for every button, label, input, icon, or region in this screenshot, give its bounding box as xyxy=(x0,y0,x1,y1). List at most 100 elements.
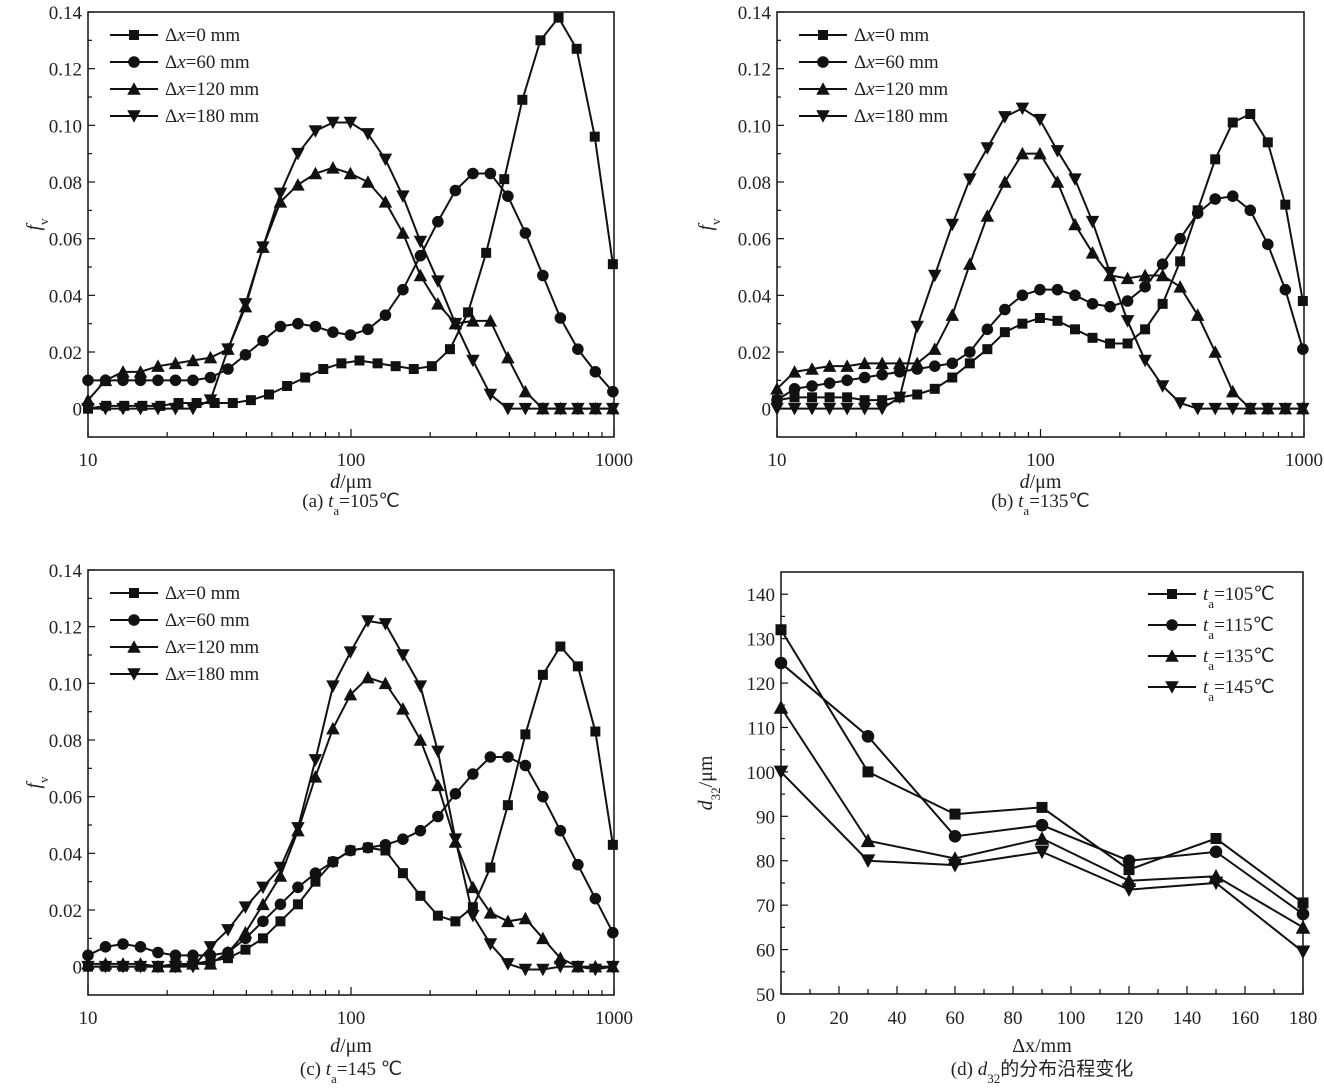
data-point xyxy=(483,938,498,951)
data-point xyxy=(449,184,462,197)
y-tick-label: 0.14 xyxy=(49,561,83,582)
data-point xyxy=(875,402,889,416)
legend-marker xyxy=(817,56,829,68)
y-tick-label: 0.10 xyxy=(49,674,82,695)
data-point xyxy=(1209,845,1223,859)
data-point xyxy=(1139,281,1151,293)
data-point xyxy=(263,389,274,400)
data-point xyxy=(116,402,130,416)
y-tick-label: 0.06 xyxy=(49,788,82,809)
data-point xyxy=(1069,324,1080,335)
data-point xyxy=(81,402,95,416)
data-point xyxy=(1244,204,1257,217)
data-point xyxy=(840,359,854,372)
data-point xyxy=(1262,137,1273,148)
y-tick-label: 110 xyxy=(747,718,775,739)
data-point xyxy=(221,343,235,356)
data-point xyxy=(1034,845,1050,860)
y-tick-label: 120 xyxy=(747,674,776,695)
data-point xyxy=(805,362,819,375)
data-point xyxy=(273,869,288,882)
y-tick-label: 0.14 xyxy=(49,3,83,24)
data-point xyxy=(501,914,515,928)
legend-label: Δx=120 mm xyxy=(165,637,259,658)
data-point xyxy=(1155,380,1170,393)
data-point xyxy=(788,383,801,395)
data-point xyxy=(466,880,480,894)
data-point xyxy=(1050,175,1065,188)
data-point xyxy=(1208,345,1222,358)
data-point xyxy=(414,824,427,837)
data-point xyxy=(361,615,375,628)
data-point xyxy=(1191,207,1204,219)
series-line xyxy=(88,676,613,968)
y-tick-label: 0.02 xyxy=(49,343,82,364)
legend-label: Δx=60 mm xyxy=(854,52,939,73)
x-tick-label: 1000 xyxy=(1285,450,1323,471)
legend-label: ta=145℃ xyxy=(1203,677,1275,704)
data-point xyxy=(336,358,347,369)
series-triangle-down xyxy=(81,116,620,416)
data-point xyxy=(133,365,148,378)
legend: ta=105℃ ta=115℃ ta=135℃ ta=145℃ xyxy=(1148,584,1275,704)
data-point xyxy=(378,676,393,690)
legend-item: Δx=180 mm xyxy=(799,106,948,127)
data-point xyxy=(82,374,94,387)
y-tick-label: 60 xyxy=(756,941,775,962)
data-point xyxy=(326,116,340,130)
legend-marker xyxy=(129,30,139,40)
data-point xyxy=(448,317,463,331)
legend-label: Δx=180 mm xyxy=(165,106,259,127)
data-point xyxy=(571,960,585,974)
data-point xyxy=(822,359,837,372)
series-line xyxy=(780,771,1304,953)
data-point xyxy=(1122,854,1136,868)
data-point xyxy=(431,745,445,759)
data-point xyxy=(1225,402,1240,416)
data-point xyxy=(273,187,288,201)
data-point xyxy=(535,35,546,46)
data-point xyxy=(823,377,836,389)
data-point xyxy=(413,268,428,282)
y-tick-label: 140 xyxy=(747,585,776,606)
data-point xyxy=(431,778,445,792)
data-point xyxy=(502,190,514,202)
data-point xyxy=(805,402,819,416)
data-point xyxy=(245,395,256,406)
data-point xyxy=(151,960,165,974)
series-line xyxy=(87,15,614,410)
y-tick-label: 0.12 xyxy=(49,60,82,81)
data-point xyxy=(1295,920,1311,934)
data-point xyxy=(361,128,375,141)
data-point xyxy=(361,175,375,188)
data-point xyxy=(431,297,445,310)
data-point xyxy=(326,721,340,735)
data-point xyxy=(209,398,220,408)
data-point xyxy=(1034,313,1045,323)
data-point xyxy=(432,810,444,823)
data-point xyxy=(1050,145,1065,158)
data-point xyxy=(770,402,784,416)
data-point xyxy=(963,257,977,270)
data-point xyxy=(256,897,270,911)
legend-label: Δx=0 mm xyxy=(854,25,929,46)
data-point xyxy=(343,116,358,130)
data-point xyxy=(204,949,217,962)
data-point xyxy=(518,963,533,977)
data-point xyxy=(186,960,200,974)
data-point xyxy=(203,394,218,407)
legend-item: Δx=180 mm xyxy=(110,664,259,685)
data-point xyxy=(239,349,252,361)
series-circle xyxy=(774,656,1310,921)
data-point xyxy=(571,402,585,416)
legend-item: Δx=180 mm xyxy=(110,106,259,127)
data-point xyxy=(929,383,940,394)
data-point xyxy=(282,381,293,391)
data-point xyxy=(204,371,217,384)
panel-caption: (d) d32的分布沿程变化 xyxy=(951,1058,1133,1086)
data-point xyxy=(1210,833,1222,845)
y-tick-label: 0.12 xyxy=(738,60,771,81)
data-point xyxy=(1085,246,1100,259)
data-point xyxy=(379,839,392,851)
